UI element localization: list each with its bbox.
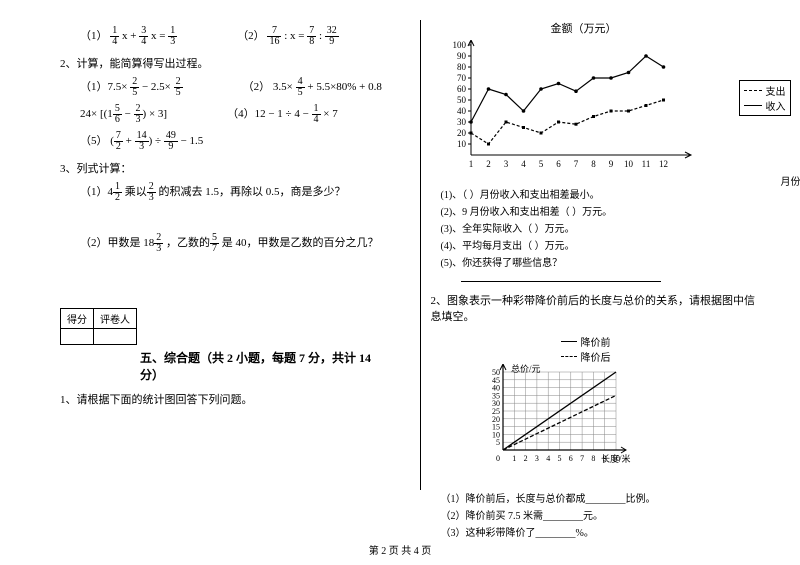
svg-text:50: 50 [492, 368, 500, 377]
svg-text:100: 100 [452, 40, 466, 50]
section-5-heading: 五、综合题（共 2 小题，每题 7 分，共计 14 分） [140, 349, 390, 383]
svg-text:40: 40 [492, 384, 500, 393]
svg-text:5: 5 [538, 159, 543, 169]
chart2-legend: 降价前 降价后 [561, 334, 800, 364]
svg-text:11: 11 [641, 159, 650, 169]
svg-text:25: 25 [492, 407, 500, 416]
svg-text:40: 40 [457, 106, 467, 116]
svg-text:1: 1 [468, 159, 473, 169]
svg-text:30: 30 [457, 117, 467, 127]
svg-text:6: 6 [556, 159, 561, 169]
svg-text:20: 20 [457, 128, 467, 138]
svg-text:10: 10 [457, 139, 467, 149]
q3-sub-1: （1）412 乘以23 的积减去 1.5，再除以 0.5，商是多少？ [80, 182, 390, 203]
chart1-ylabel: 金额（万元） [551, 20, 761, 36]
score-cell: 得分 [61, 309, 94, 329]
dash-line-icon [744, 90, 762, 91]
question-2: 2、计算，能简算得写出过程。 [60, 55, 390, 71]
q2-eq-3: 24× [(156 − 23) × 3] [80, 104, 167, 125]
right-column: 金额（万元） 102030405060708090100123456789101… [420, 20, 761, 490]
chart-2: 5101520253035404550123456789100总价/元长度/米 [481, 364, 641, 484]
sub-q-1: (1)、（ ）月份收入和支出相差最小。 [441, 186, 761, 201]
left-column: （1） 14 x + 34 x = 13 （2） 716 : x = 78 : … [60, 20, 400, 490]
right-q2: 2、图象表示一种彩带降价前后的长度与总价的关系，请根据图中信息填空。 [431, 292, 761, 324]
svg-text:9: 9 [608, 159, 613, 169]
svg-text:3: 3 [534, 454, 538, 463]
eq2-label: （2） [237, 30, 265, 42]
svg-text:35: 35 [492, 391, 500, 400]
svg-text:15: 15 [492, 423, 500, 432]
sub-q-5: (5)、你还获得了哪些信息？ [441, 254, 761, 269]
question-3: 3、列式计算： [60, 160, 390, 176]
sub-q-3: (3)、全年实际收入（ ）万元。 [441, 220, 761, 235]
equation-2: （2） 716 : x = 78 : 329 [237, 26, 339, 47]
q2-eq-1: （1）7.5× 25 − 2.5× 25 [80, 77, 183, 98]
svg-text:1: 1 [512, 454, 516, 463]
q2-eq-2: （2） 3.5× 45 + 5.5×80% + 0.8 [243, 77, 382, 98]
svg-text:0: 0 [496, 454, 500, 463]
q3-sub-2: （2）甲数是 1823 ，乙数的57 是 40，甲数是乙数的百分之几？ [80, 233, 390, 254]
chart1-svg: 102030405060708090100123456789101112 [441, 40, 741, 180]
answer-blank-line [461, 272, 661, 282]
svg-text:70: 70 [457, 73, 467, 83]
equation-row-1: （1） 14 x + 34 x = 13 （2） 716 : x = 78 : … [80, 26, 390, 47]
right-r2: （2）降价前买 7.5 米需________元。 [441, 507, 761, 522]
q2-row-1: （1）7.5× 25 − 2.5× 25 （2） 3.5× 45 + 5.5×8… [80, 77, 390, 98]
chart1-legend: 支出 收入 [739, 80, 791, 116]
svg-text:30: 30 [492, 399, 500, 408]
svg-text:50: 50 [457, 95, 467, 105]
svg-text:2: 2 [486, 159, 491, 169]
svg-text:总价/元: 总价/元 [511, 364, 541, 374]
solid-line-icon [744, 105, 762, 106]
grader-cell: 评卷人 [94, 309, 137, 329]
svg-text:20: 20 [492, 415, 500, 424]
equation-1: （1） 14 x + 34 x = 13 [80, 26, 177, 47]
svg-text:7: 7 [580, 454, 584, 463]
svg-text:8: 8 [591, 159, 596, 169]
svg-text:6: 6 [568, 454, 572, 463]
svg-text:90: 90 [457, 51, 467, 61]
svg-text:7: 7 [573, 159, 578, 169]
svg-text:60: 60 [457, 84, 467, 94]
q2-row-2: 24× [(156 − 23) × 3] （4）12 − 1 ÷ 4 − 14 … [80, 104, 390, 125]
svg-text:5: 5 [496, 438, 500, 447]
chart-1: 102030405060708090100123456789101112 支出 … [441, 40, 741, 180]
svg-text:12: 12 [659, 159, 668, 169]
q5-1: 1、请根据下面的统计图回答下列问题。 [60, 391, 390, 407]
eq1-label: （1） [80, 30, 108, 42]
score-table: 得分 评卷人 [60, 308, 137, 345]
q2-eq-4: （4）12 − 1 ÷ 4 − 14 × 7 [227, 104, 338, 125]
svg-text:2: 2 [523, 454, 527, 463]
svg-text:10: 10 [624, 159, 634, 169]
right-r1: （1）降价前后，长度与总价都成________比例。 [441, 490, 761, 505]
svg-text:4: 4 [521, 159, 526, 169]
svg-text:3: 3 [503, 159, 508, 169]
svg-text:4: 4 [546, 454, 550, 463]
svg-text:长度/米: 长度/米 [601, 453, 631, 464]
legend-expense: 支出 [766, 83, 786, 98]
chart2-svg: 5101520253035404550123456789100总价/元长度/米 [481, 364, 641, 484]
svg-text:8: 8 [591, 454, 595, 463]
svg-text:5: 5 [557, 454, 561, 463]
chart1-xlabel: 月份（月） [781, 173, 800, 188]
svg-text:80: 80 [457, 62, 467, 72]
q2-eq-5: （5） (72 + 143) ÷ 499 − 1.5 [80, 131, 390, 152]
legend-after: 降价后 [581, 349, 611, 364]
sub-q-2: (2)、9 月份收入和支出相差（ ）万元。 [441, 203, 761, 218]
page-footer: 第 2 页 共 4 页 [0, 542, 800, 557]
legend-before: 降价前 [581, 334, 611, 349]
svg-text:45: 45 [492, 376, 500, 385]
legend-income: 收入 [766, 98, 786, 113]
svg-text:10: 10 [492, 430, 500, 439]
sub-q-4: (4)、平均每月支出（ ）万元。 [441, 237, 761, 252]
right-r3: （3）这种彩带降价了________%。 [441, 524, 761, 539]
